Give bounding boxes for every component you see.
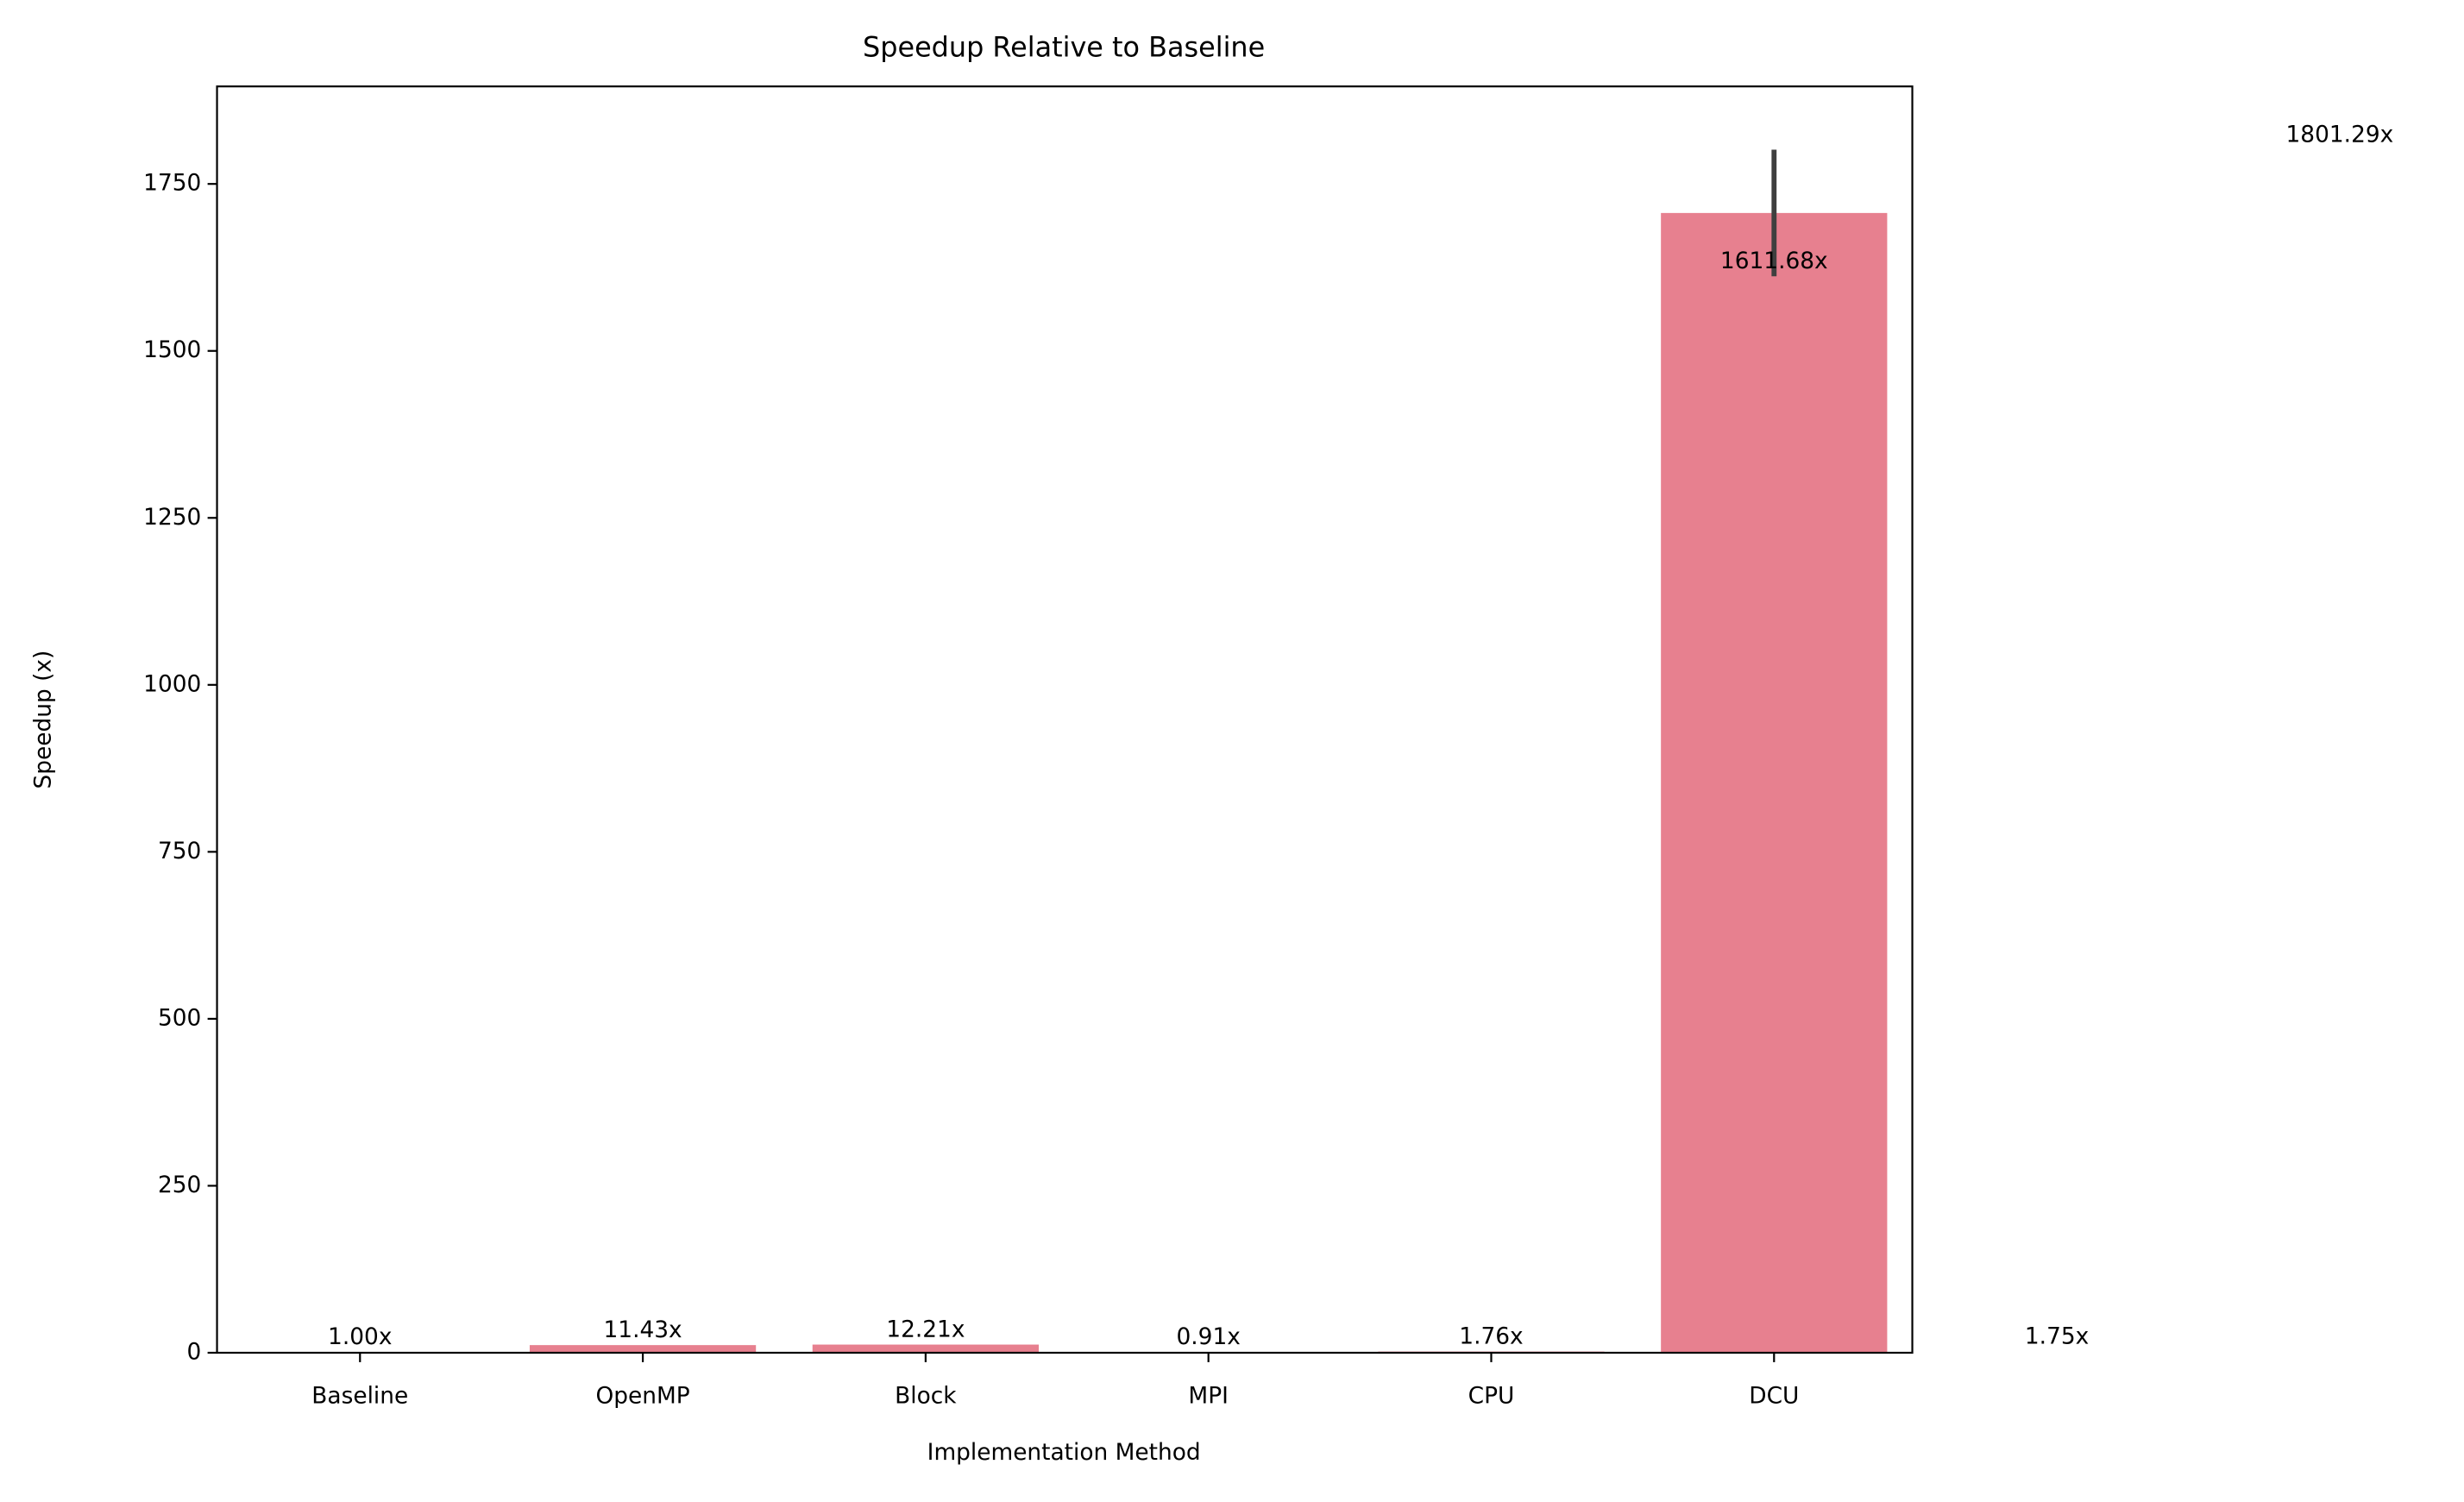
bar (812, 1344, 1040, 1353)
x-tick-label: Baseline (311, 1382, 408, 1409)
bar (529, 1345, 757, 1353)
x-tick-label: MPI (1188, 1382, 1228, 1409)
value-label: 11.43x (603, 1317, 682, 1343)
y-tick-label: 750 (158, 838, 201, 864)
bar (1661, 212, 1888, 1353)
chart-title: Speedup Relative to Baseline (863, 30, 1265, 63)
x-axis-label: Implementation Method (927, 1439, 1201, 1466)
y-axis-label: Speedup (x) (30, 650, 57, 789)
value-label: 12.21x (886, 1316, 965, 1342)
y-tick-label: 1500 (143, 336, 201, 363)
y-tick-label: 1750 (143, 170, 201, 197)
value-label: 1.00x (328, 1323, 392, 1350)
y-tick-label: 0 (187, 1338, 202, 1365)
value-label: 0.91x (1176, 1323, 1240, 1350)
y-tick-label: 250 (158, 1172, 201, 1198)
x-tick-label: OpenMP (595, 1382, 689, 1409)
value-label: 1.76x (1459, 1323, 1523, 1350)
y-tick-label: 1250 (143, 504, 201, 531)
x-tick-label: Block (895, 1382, 957, 1409)
x-tick-label: DCU (1749, 1382, 1799, 1409)
value-label: 1801.29x (2286, 121, 2394, 148)
value-label: 1611.68x (1720, 248, 1828, 274)
y-tick-label: 500 (158, 1004, 201, 1031)
x-tick-label: CPU (1468, 1382, 1515, 1409)
value-label: 1.75x (2025, 1323, 2089, 1350)
y-tick-label: 1000 (143, 670, 201, 697)
plot-frame (216, 85, 1914, 1354)
